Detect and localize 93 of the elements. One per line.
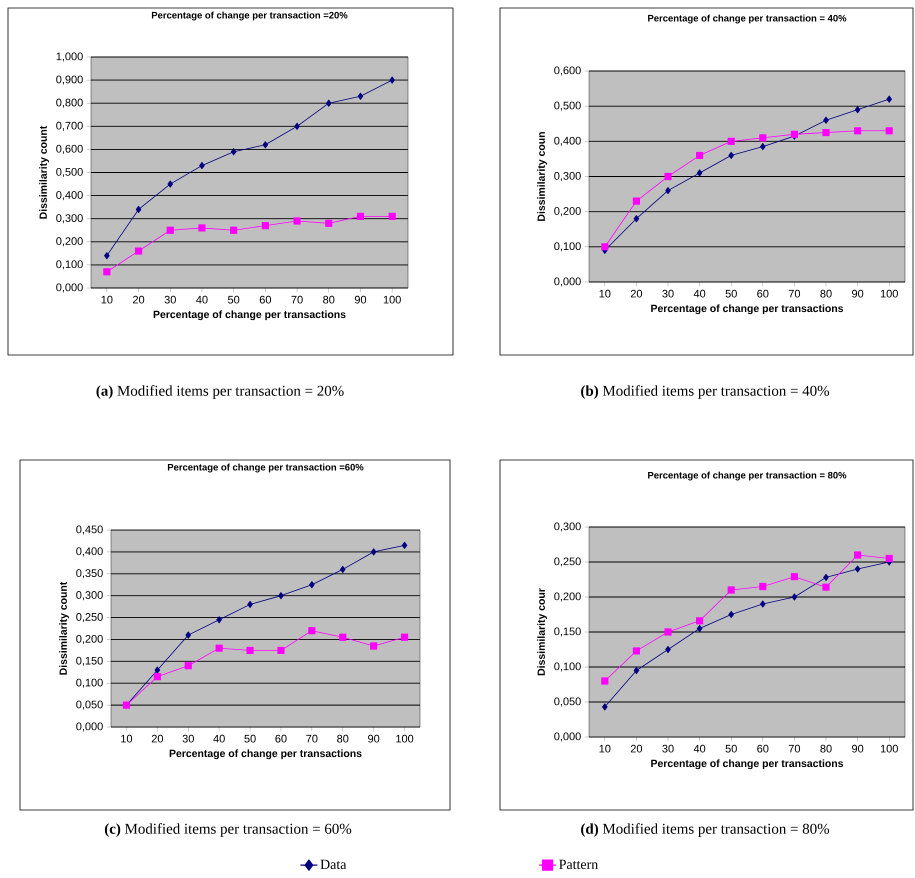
x-tick-label: 50 [228,296,240,304]
x-tick-label: 90 [368,734,380,743]
y-axis-title: Dissimilarity cour [537,588,547,676]
y-tick-label: 0,450 [76,526,103,535]
x-tick-label: 40 [213,734,225,743]
x-tick-label: 20 [630,744,642,753]
x-tick-label: 60 [757,290,768,298]
y-tick-label: 0,500 [554,102,581,111]
y-tick-label: 0,900 [56,76,83,85]
y-tick-label: 0,350 [76,569,103,578]
chart-title: Percentage of change per transaction = 40% [648,14,846,24]
x-tick-label: 30 [662,290,674,298]
x-tick-label: 10 [600,290,610,298]
x-tick-label: 50 [726,744,737,753]
y-tick-label: 0,250 [76,613,103,622]
y-tick-label: 0,100 [56,260,83,270]
y-axis-title: Dissimilarity count [59,582,69,675]
x-tick-label: 10 [102,296,113,304]
x-tick-label: 10 [121,734,132,743]
y-tick-label: 0,500 [56,168,83,178]
y-tick-label: 0,000 [554,277,581,287]
x-tick-label: 100 [880,290,898,298]
x-tick-label: 40 [196,296,208,304]
y-tick-label: 0,050 [554,697,581,707]
x-tick-label: 20 [133,296,144,304]
y-tick-label: 0,400 [76,547,103,556]
y-tick-label: 0,150 [554,627,581,637]
chart-title: Percentage of change per transaction =20% [152,12,348,20]
y-tick-label: 0,200 [554,207,581,216]
y-tick-label: 0,200 [554,592,581,602]
y-tick-label: 0,000 [56,283,83,293]
x-tick-label: 100 [880,744,898,753]
x-tick-label: 60 [260,296,272,304]
x-axis-title: Percentage of change per transactions [651,759,844,770]
x-tick-label: 60 [757,744,768,753]
x-tick-label: 30 [182,734,194,743]
x-tick-label: 70 [788,744,800,753]
x-axis-title: Percentage of change per transactions [651,304,844,314]
y-tick-label: 0,250 [554,557,581,567]
y-tick-label: 0,300 [554,522,581,532]
y-tick-label: 0,800 [56,98,83,108]
chart-title: Percentage of change per transaction =60% [168,464,364,472]
x-tick-label: 50 [244,734,256,743]
text: (a) Modified items per transaction = 20% [96,385,344,399]
x-axis-title: Percentage of change per transactions [154,310,346,320]
y-tick-label: 0,150 [76,656,103,666]
x-tick-label: 90 [354,296,366,304]
text: (b) Modified items per transaction = 40% [581,385,830,399]
x-tick-label: 100 [396,734,414,743]
y-tick-label: 0,100 [554,662,581,672]
y-tick-label: 0,200 [76,634,103,644]
y-tick-label: 0,400 [56,191,83,200]
y-tick-label: 0,300 [76,591,103,600]
y-tick-label: 0,000 [554,732,581,742]
y-tick-label: 0,300 [554,172,581,182]
x-tick-label: 50 [726,290,737,298]
x-tick-label: 80 [820,744,832,753]
x-tick-label: 70 [292,296,303,304]
x-tick-label: 70 [788,290,800,298]
x-tick-label: 20 [152,734,164,743]
text: (c) Modified items per transaction = 60% [104,823,352,837]
x-tick-label: 40 [694,744,706,753]
x-tick-label: 60 [275,734,287,743]
chart-title: Percentage of change per transaction = 80% [648,472,846,480]
y-tick-label: 0,100 [554,242,581,252]
text: (d) Modified items per transaction = 80% [581,823,830,837]
y-tick-label: 0,050 [76,700,103,710]
y-tick-label: 0,300 [56,214,83,224]
x-tick-label: 100 [384,296,401,304]
x-tick-label: 30 [662,744,674,753]
legend-label: Data [320,860,346,870]
x-tick-label: 90 [852,744,864,753]
y-tick-label: 0,600 [554,66,581,76]
x-tick-label: 30 [164,296,176,304]
x-tick-label: 70 [306,734,318,743]
x-tick-label: 10 [600,744,610,753]
y-tick-label: 1,000 [56,52,83,62]
y-tick-label: 0,000 [76,722,103,732]
y-axis-title: Dissimilarity count [39,126,49,219]
x-tick-label: 80 [323,296,334,304]
x-tick-label: 20 [630,290,642,298]
y-tick-label: 0,200 [56,237,83,246]
x-tick-label: 40 [694,290,706,298]
x-tick-label: 80 [337,734,348,743]
x-tick-label: 80 [820,290,832,298]
x-axis-title: Percentage of change per transactions [170,749,362,760]
y-axis-title: Dissimilarity coun [537,132,547,221]
x-tick-label: 90 [852,290,864,298]
legend-label: Pattern [559,860,598,870]
y-tick-label: 0,600 [56,144,83,154]
y-tick-label: 0,700 [56,122,83,131]
y-tick-label: 0,100 [76,678,103,688]
y-tick-label: 0,400 [554,136,581,146]
